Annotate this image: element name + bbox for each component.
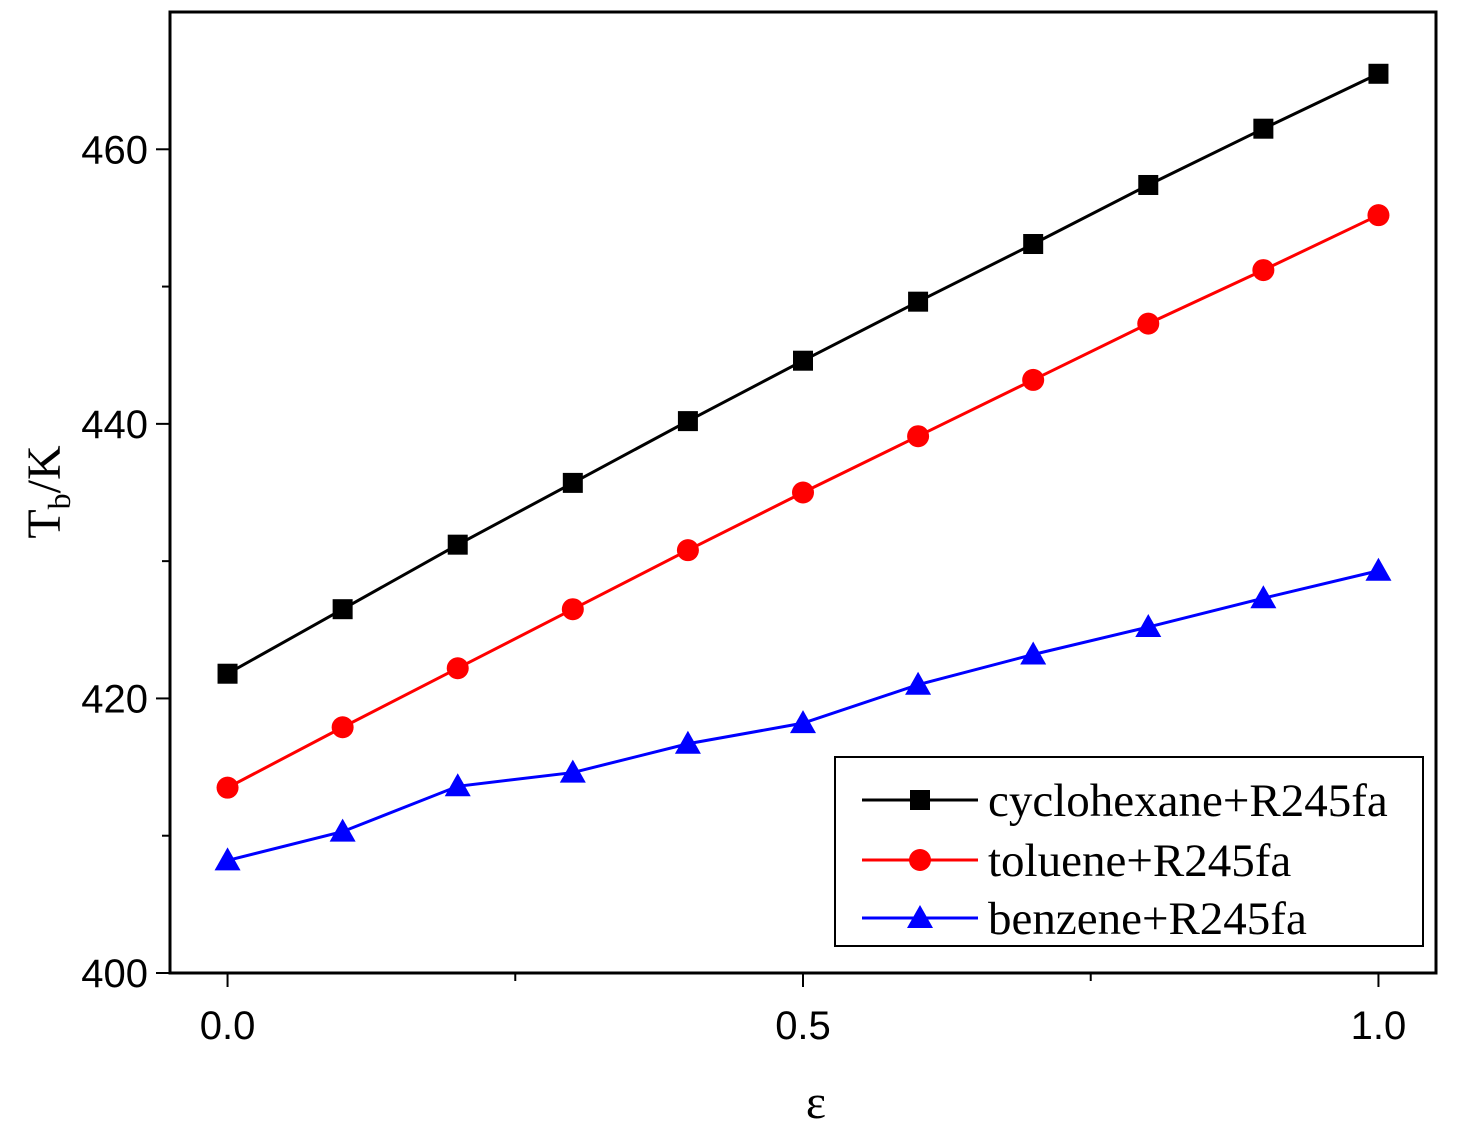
- y-tick-label: 440: [81, 403, 148, 447]
- y-axis-label: Tb/K: [18, 445, 77, 539]
- legend-marker: [909, 849, 931, 871]
- legend-box: [834, 756, 1424, 947]
- y-tick-label: 460: [81, 128, 148, 172]
- y-tick-label: 420: [81, 677, 148, 721]
- data-point: [214, 847, 241, 871]
- y-axis-label-subscript: b: [41, 493, 77, 509]
- data-point: [1138, 174, 1159, 195]
- data-point: [1253, 118, 1274, 139]
- data-point: [1365, 557, 1392, 581]
- data-series: [214, 63, 1392, 871]
- legend-item: benzene+R245fa: [862, 893, 1307, 945]
- legend-label: cyclohexane+R245fa: [988, 775, 1388, 827]
- data-point: [1250, 585, 1277, 609]
- axis-ticks: 0.0 0.5 1.0 400 420 440 460: [81, 128, 1406, 1048]
- data-point: [332, 599, 353, 620]
- legend: cyclohexane+R245fa toluene+R245fa benzene+…: [834, 756, 1424, 947]
- legend-label: toluene+R245fa: [988, 835, 1291, 887]
- data-point: [447, 534, 468, 555]
- y-axis-label-main: T: [18, 509, 71, 538]
- data-point: [908, 291, 929, 312]
- data-point: [907, 425, 930, 448]
- data-point: [792, 481, 814, 504]
- series-3: [214, 557, 1392, 871]
- data-point: [1252, 259, 1275, 282]
- data-point: [793, 350, 813, 371]
- data-point: [329, 818, 356, 842]
- legend-marker: [910, 790, 930, 810]
- data-point: [674, 730, 701, 754]
- data-point: [1023, 234, 1044, 255]
- series-line: [226, 72, 1380, 676]
- series-2: [216, 204, 1390, 799]
- data-point: [1137, 312, 1160, 335]
- legend-item: cyclohexane+R245fa: [862, 775, 1388, 827]
- data-point: [790, 710, 816, 734]
- data-point: [561, 598, 584, 621]
- legend-item: toluene+R245fa: [862, 835, 1291, 887]
- data-point: [216, 776, 239, 799]
- legend-items: cyclohexane+R245fa toluene+R245fa benzene+…: [862, 775, 1388, 945]
- data-point: [676, 539, 699, 562]
- data-point: [1020, 641, 1047, 665]
- legend-label: benzene+R245fa: [988, 893, 1307, 945]
- data-point: [905, 671, 932, 695]
- data-point: [677, 411, 698, 432]
- data-point: [1367, 204, 1390, 227]
- legend-marker: [907, 905, 933, 928]
- series-1: [217, 63, 1389, 684]
- data-point: [331, 716, 354, 739]
- y-tick-label: 400: [81, 952, 148, 996]
- data-point: [559, 759, 586, 783]
- data-point: [444, 773, 471, 797]
- y-axis-label-suffix: /K: [18, 445, 71, 493]
- data-point: [1022, 368, 1045, 391]
- data-point: [217, 663, 238, 684]
- data-point: [1368, 63, 1389, 84]
- x-tick-label: 0.5: [775, 1004, 831, 1048]
- data-point: [1135, 614, 1162, 638]
- x-tick-label: 0.0: [200, 1004, 256, 1048]
- x-axis-label: ε: [806, 1076, 826, 1125]
- data-point: [446, 657, 469, 680]
- data-point: [562, 472, 583, 493]
- x-tick-label: 1.0: [1351, 1004, 1407, 1048]
